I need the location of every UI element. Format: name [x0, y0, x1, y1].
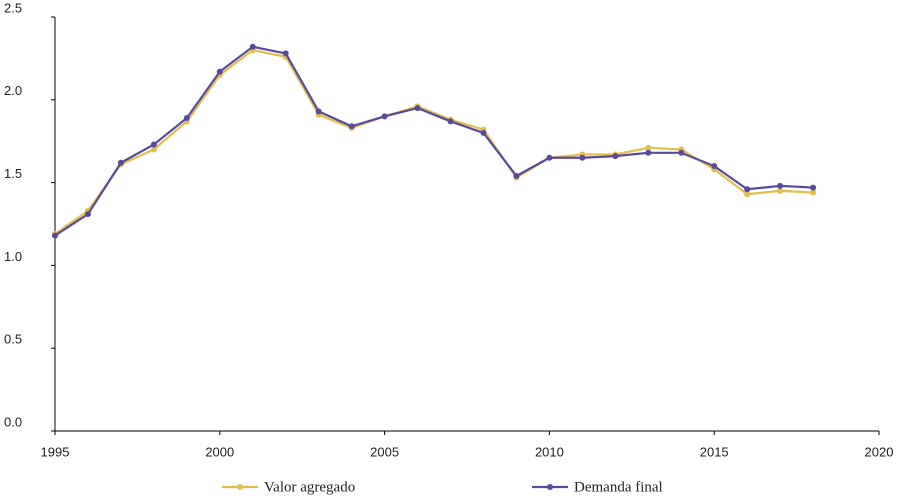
data-point	[546, 154, 553, 161]
data-point	[645, 149, 652, 156]
data-point	[810, 184, 817, 191]
data-point	[711, 163, 718, 170]
data-point	[117, 159, 124, 166]
x-tick-label: 2005	[370, 444, 399, 459]
data-point	[150, 141, 157, 148]
data-point	[315, 108, 322, 115]
x-tick-label: 2010	[535, 444, 564, 459]
y-tick-label: 0.0	[4, 414, 22, 429]
y-tick-label: 0.5	[4, 332, 22, 347]
x-tick-label: 2000	[205, 444, 234, 459]
legend-label: Valor agregado	[264, 479, 355, 495]
data-point	[744, 186, 751, 193]
y-tick-label: 1.0	[4, 249, 22, 264]
data-point	[150, 146, 157, 153]
data-point	[777, 182, 784, 189]
legend-item: Demanda final	[532, 479, 663, 495]
data-point	[84, 211, 91, 218]
legend-label: Demanda final	[574, 479, 663, 495]
series-line	[54, 48, 814, 235]
data-point	[249, 43, 256, 50]
data-point	[183, 115, 190, 122]
data-point	[579, 154, 586, 161]
data-point	[480, 129, 487, 136]
legend: Valor agregado Demanda final	[222, 479, 663, 495]
y-tick-label: 2.0	[4, 83, 22, 98]
data-point	[777, 187, 784, 194]
data-point	[381, 113, 388, 120]
data-point	[414, 105, 421, 112]
series-line	[54, 45, 814, 237]
data-point	[678, 149, 685, 156]
x-tick-label: 1995	[41, 444, 70, 459]
data-point	[52, 232, 58, 239]
data-point	[348, 123, 355, 130]
data-point	[810, 189, 817, 196]
y-tick-label: 1.5	[4, 166, 22, 181]
data-point	[216, 68, 223, 75]
data-point	[282, 50, 289, 57]
x-tick-label: 2020	[865, 444, 894, 459]
x-tick-label: 2015	[700, 444, 729, 459]
legend-marker	[547, 484, 553, 490]
data-point	[612, 153, 619, 160]
y-tick-label: 2.5	[4, 0, 22, 15]
data-point	[447, 118, 454, 125]
legend-item: Valor agregado	[222, 479, 355, 495]
data-point	[645, 144, 652, 151]
legend-marker	[237, 484, 243, 490]
data-point	[513, 172, 520, 179]
data-point	[744, 191, 751, 198]
